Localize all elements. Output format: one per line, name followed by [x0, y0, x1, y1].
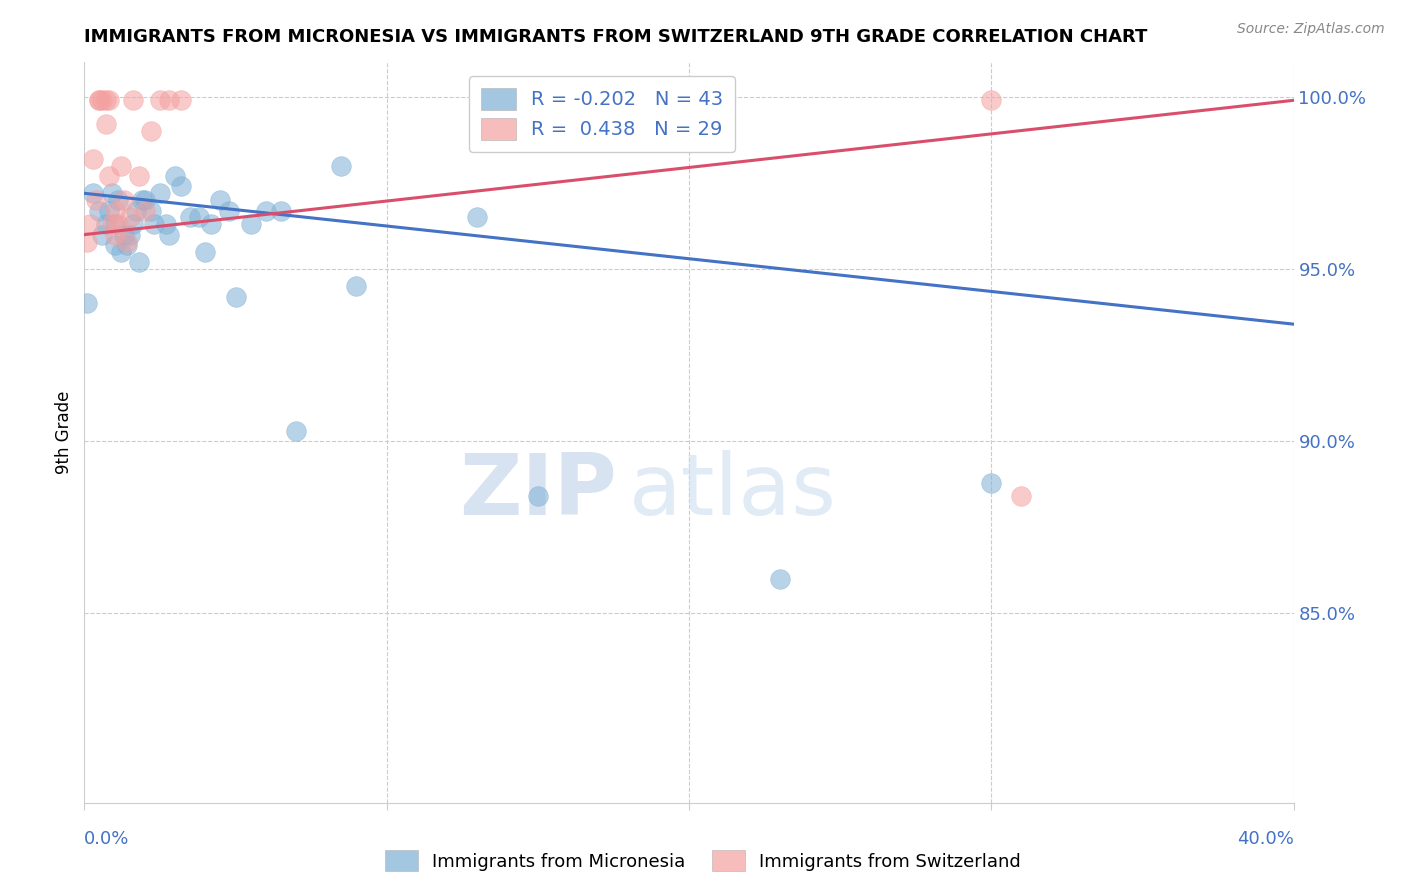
Point [110, 159, 132, 173]
Point [769, 572, 792, 586]
Point [209, 193, 232, 207]
Text: 40.0%: 40.0% [1237, 830, 1294, 848]
Point [82, 152, 104, 166]
Point [94, 93, 117, 107]
Point [97, 203, 120, 218]
Point [330, 159, 353, 173]
Point [467, 211, 489, 225]
Point [104, 217, 127, 231]
Point [125, 203, 148, 218]
Legend: Immigrants from Micronesia, Immigrants from Switzerland: Immigrants from Micronesia, Immigrants f… [378, 843, 1028, 879]
Point [94, 217, 117, 231]
Point [142, 217, 165, 231]
Point [131, 193, 153, 207]
Point [91, 227, 114, 242]
Point [179, 211, 201, 225]
Point [104, 203, 127, 218]
Point [86, 193, 108, 207]
Point [285, 424, 308, 438]
Point [121, 217, 143, 231]
Point [115, 235, 138, 249]
Text: Source: ZipAtlas.com: Source: ZipAtlas.com [1237, 22, 1385, 37]
Point [89, 203, 111, 218]
Point [128, 255, 150, 269]
Point [107, 193, 129, 207]
Text: atlas: atlas [628, 450, 837, 533]
Point [110, 244, 132, 259]
Point [134, 193, 156, 207]
Text: ZIP: ZIP [458, 450, 616, 533]
Point [170, 93, 193, 107]
Point [104, 227, 127, 242]
Point [218, 203, 240, 218]
Point [89, 93, 111, 107]
Point [165, 169, 187, 183]
Point [89, 93, 111, 107]
Point [155, 217, 177, 231]
Point [157, 227, 180, 242]
Point [139, 203, 162, 218]
Point [115, 238, 138, 252]
Point [76, 296, 98, 310]
Point [170, 179, 193, 194]
Point [118, 211, 141, 225]
Point [100, 217, 122, 231]
Point [94, 117, 117, 131]
Point [107, 217, 129, 231]
Point [225, 290, 247, 304]
Point [200, 217, 222, 231]
Point [557, 93, 579, 107]
Point [1011, 489, 1033, 503]
Point [527, 489, 550, 503]
Point [149, 93, 172, 107]
Point [157, 93, 180, 107]
Point [91, 93, 114, 107]
Point [980, 93, 1002, 107]
Point [121, 93, 143, 107]
Point [79, 217, 101, 231]
Point [118, 227, 141, 242]
Point [139, 124, 162, 138]
Point [239, 217, 262, 231]
Point [104, 238, 127, 252]
Point [346, 279, 368, 293]
Point [100, 186, 122, 201]
Point [97, 169, 120, 183]
Legend: R = -0.202   N = 43, R =  0.438   N = 29: R = -0.202 N = 43, R = 0.438 N = 29 [470, 76, 735, 152]
Y-axis label: 9th Grade: 9th Grade [55, 391, 73, 475]
Point [149, 186, 172, 201]
Point [270, 203, 292, 218]
Point [112, 193, 135, 207]
Point [254, 203, 277, 218]
Point [194, 244, 217, 259]
Point [82, 186, 104, 201]
Point [76, 235, 98, 249]
Text: IMMIGRANTS FROM MICRONESIA VS IMMIGRANTS FROM SWITZERLAND 9TH GRADE CORRELATION : IMMIGRANTS FROM MICRONESIA VS IMMIGRANTS… [84, 28, 1147, 45]
Point [128, 169, 150, 183]
Point [112, 227, 135, 242]
Point [97, 93, 120, 107]
Point [980, 475, 1002, 490]
Point [188, 211, 211, 225]
Point [134, 203, 156, 218]
Text: 0.0%: 0.0% [84, 830, 129, 848]
